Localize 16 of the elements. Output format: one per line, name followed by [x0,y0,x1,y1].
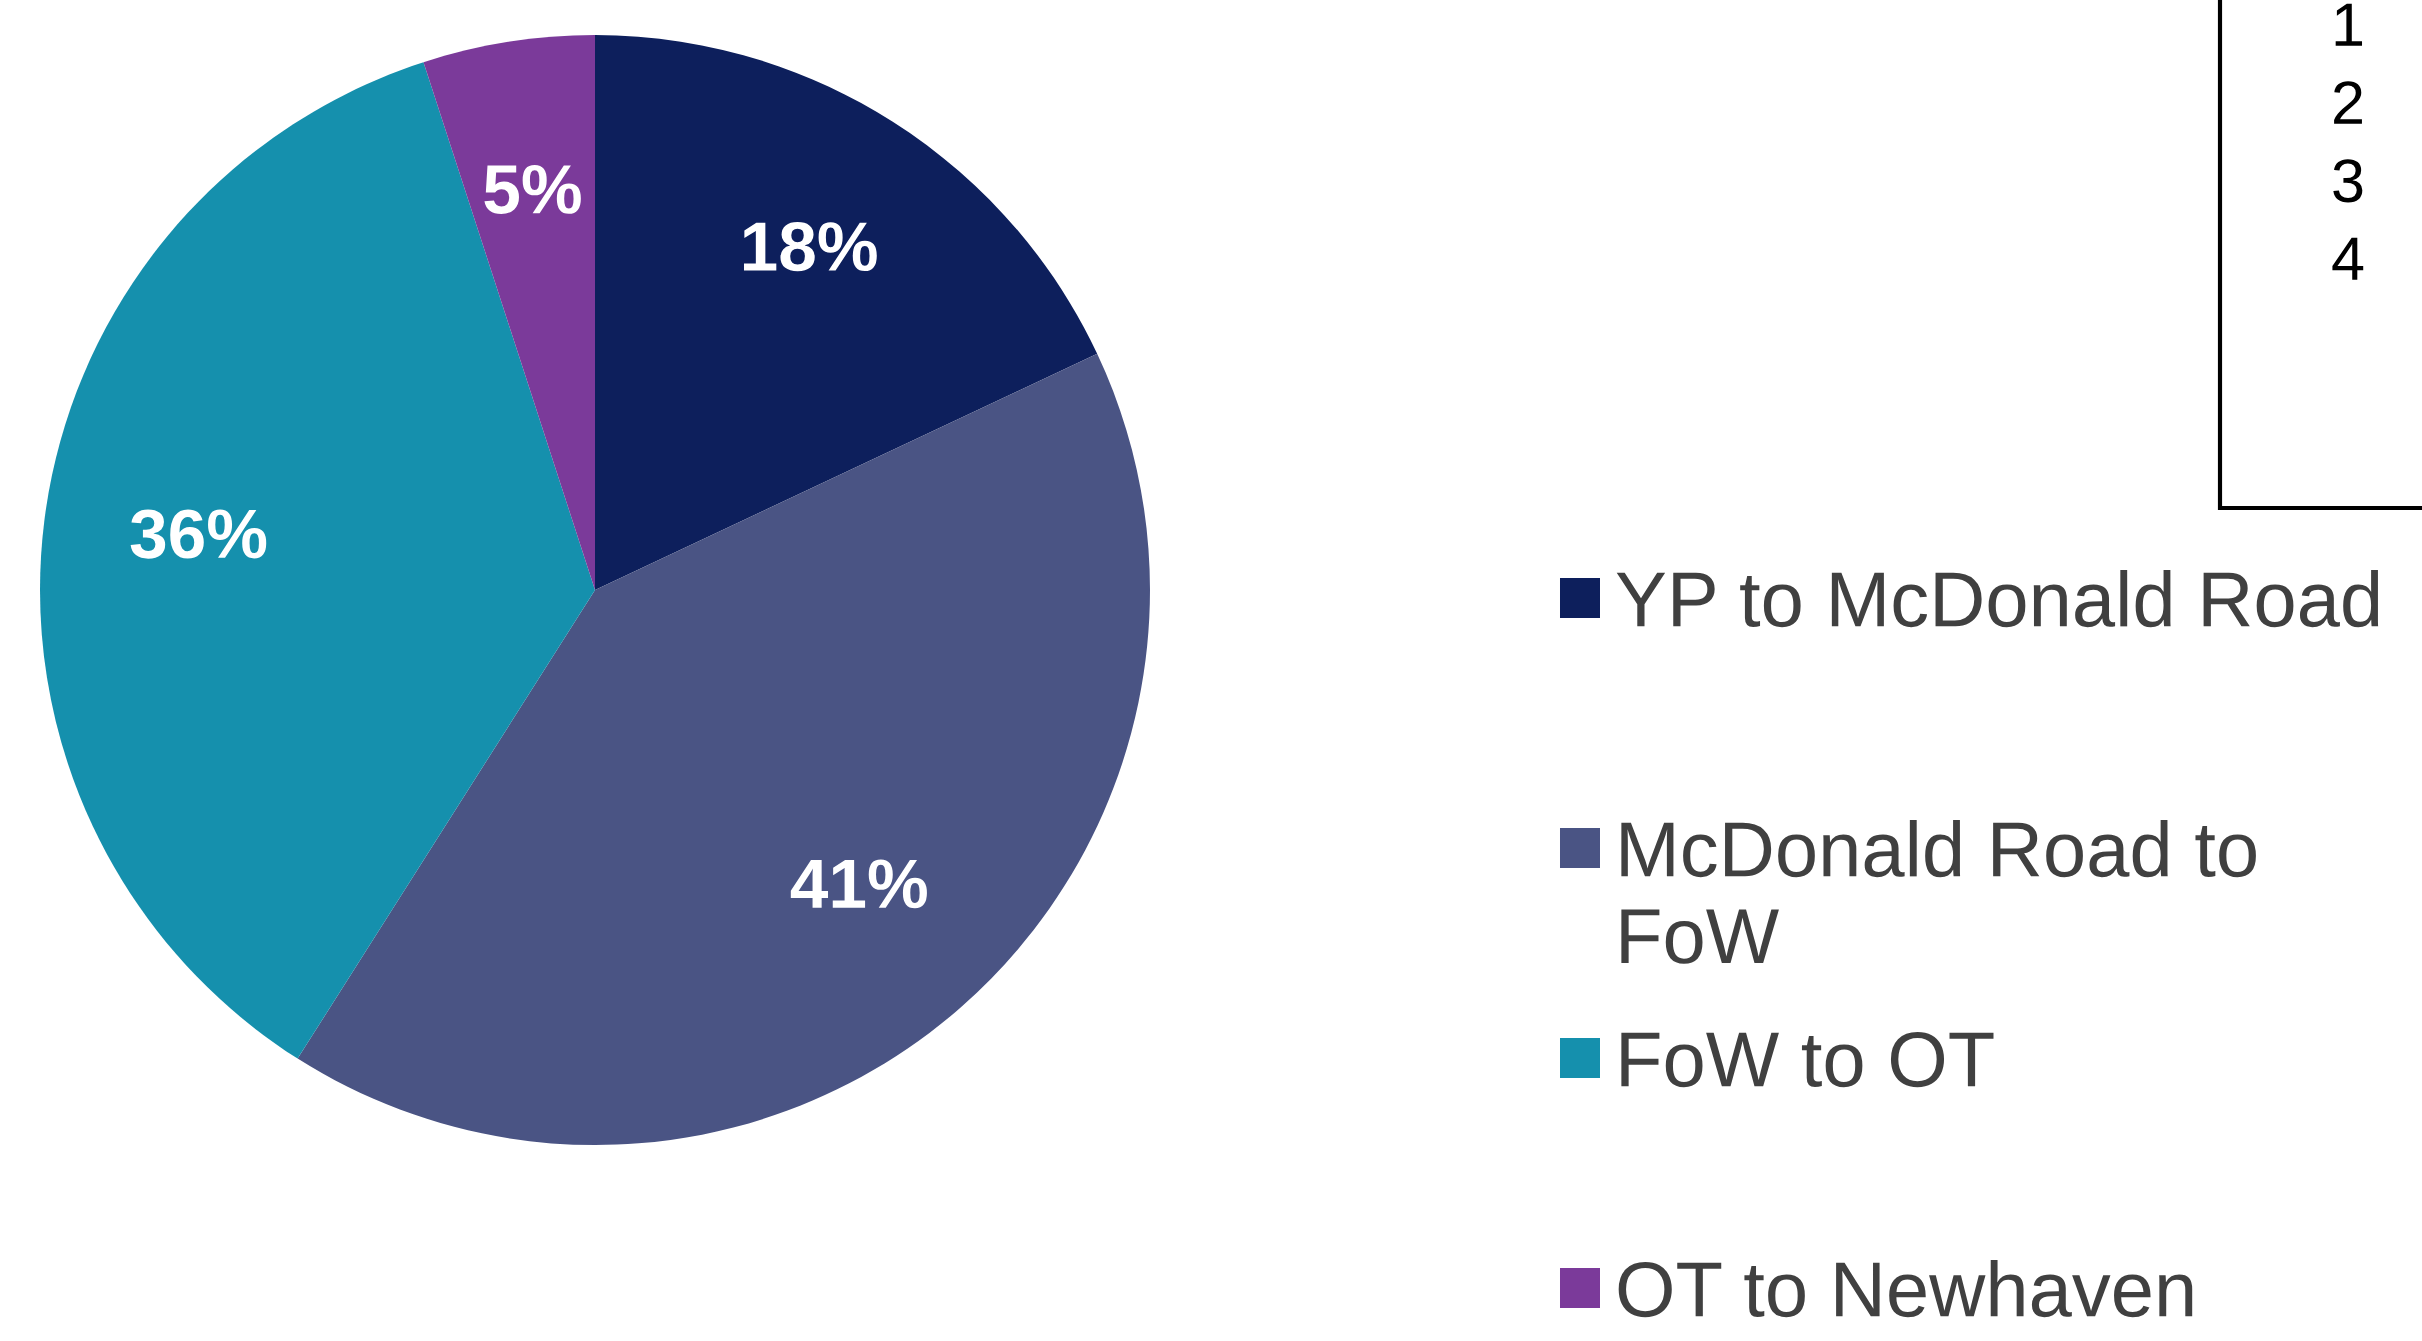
data-label: 41% [790,859,927,909]
pie-slice [297,353,1150,1145]
text: 3 [2333,159,2363,203]
data-label: 36% [130,509,267,559]
pie-slice [595,35,1098,590]
text: 1 [2335,3,2363,46]
legend-label: OT to Newhaven [1618,1260,2193,1318]
legend-label: McDonald Road to FoW [1621,820,2256,964]
legend-label: FoW to OT [1621,1032,1994,1088]
text: 4 [2332,237,2364,280]
pie-slice [40,62,595,1059]
legend-label: YP to McDonald Road [1616,570,2379,628]
text: 2 [2334,81,2362,124]
data-label: 18% [744,222,877,272]
data-label: 5% [484,164,581,214]
pie-slice [423,35,595,590]
